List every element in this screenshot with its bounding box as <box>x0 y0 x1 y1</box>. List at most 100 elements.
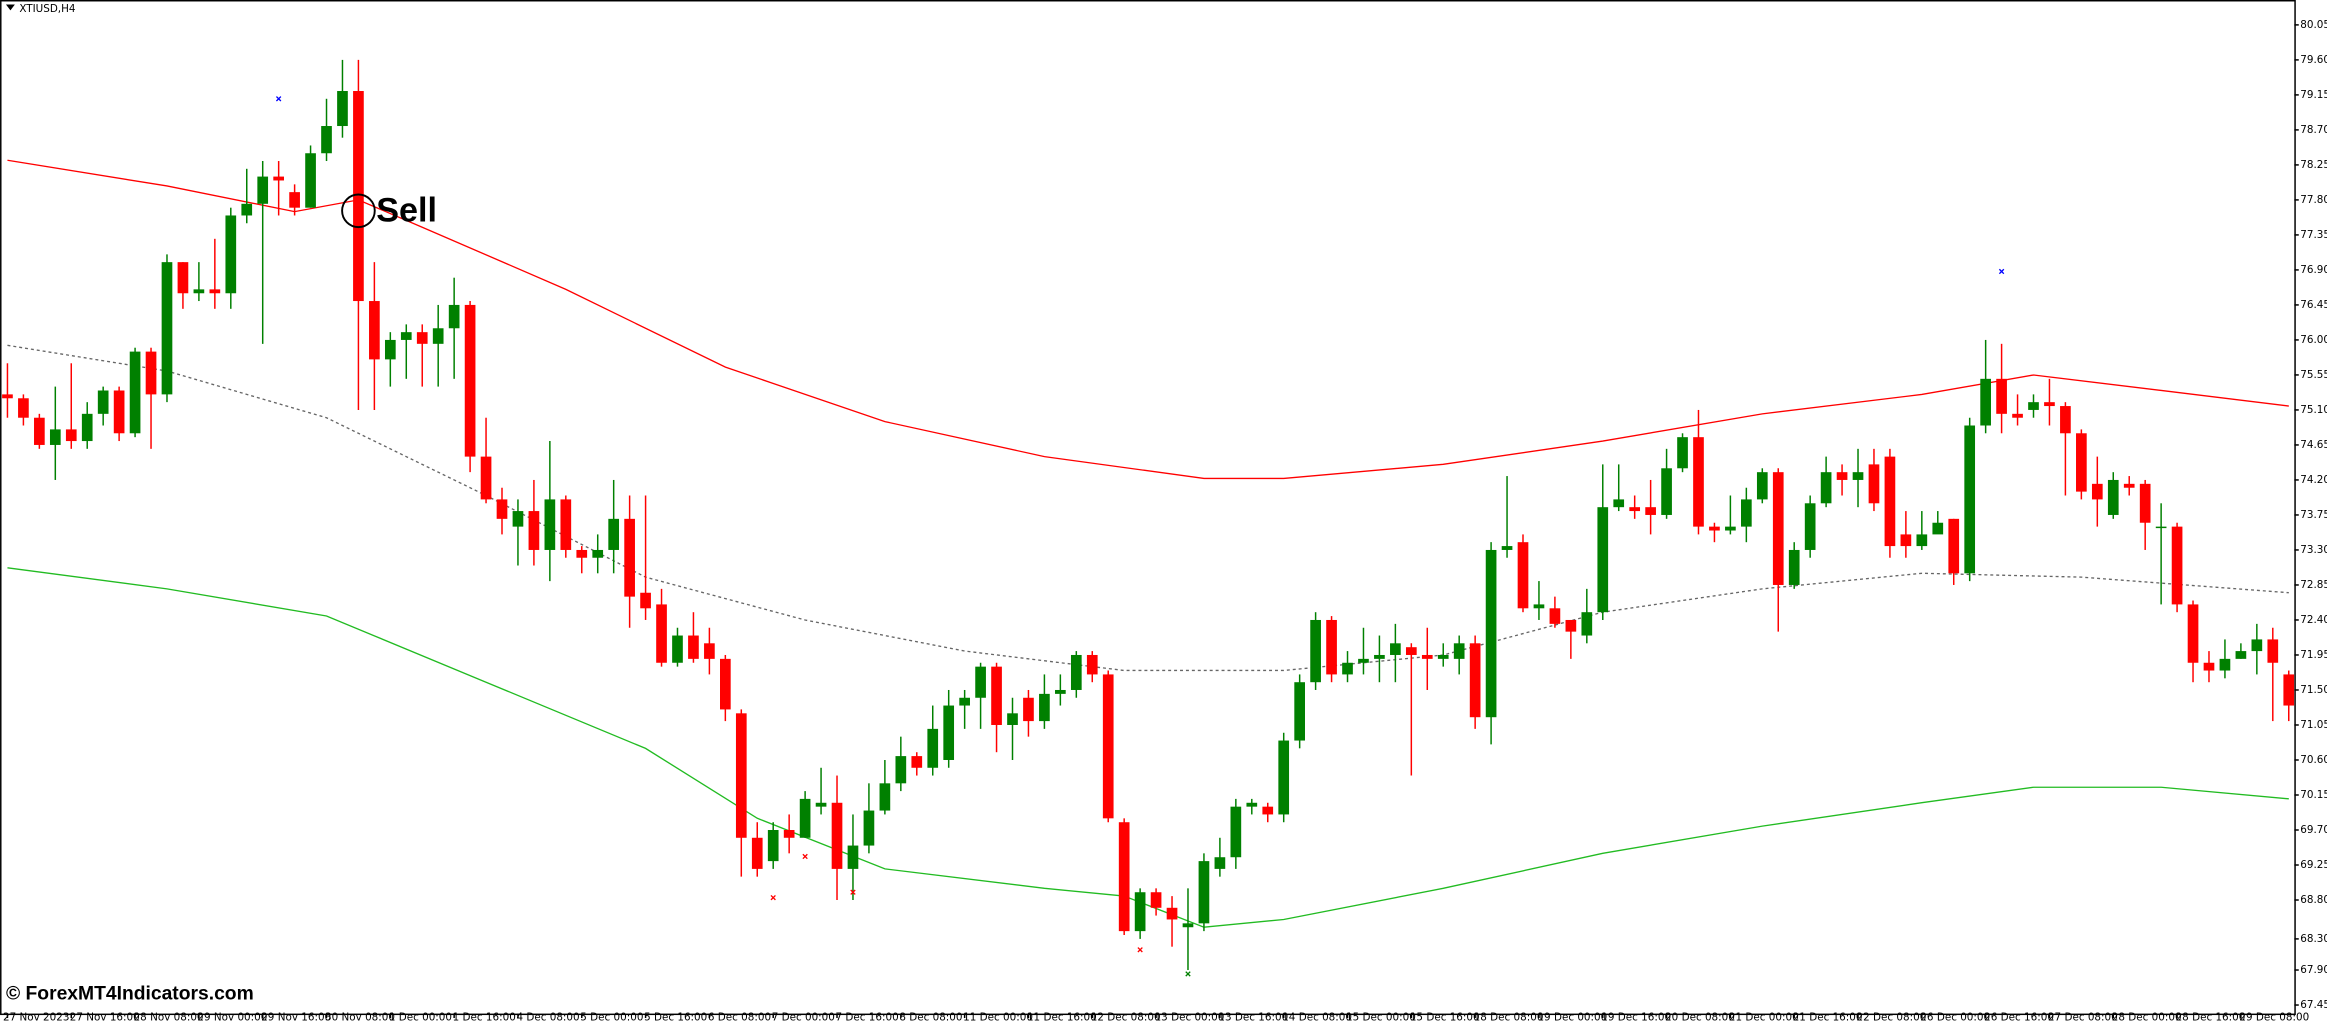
candle-body <box>1645 507 1656 515</box>
candle-body <box>608 518 620 550</box>
candle-body <box>1310 619 1321 683</box>
y-tick-label: 67.45 <box>2300 999 2327 1011</box>
candle-body <box>2251 639 2263 652</box>
candle-body <box>65 429 77 442</box>
candle-body <box>1916 534 1928 547</box>
y-tick-label: 69.25 <box>2300 859 2327 871</box>
candle-body <box>1294 682 1306 741</box>
y-tick-label: 74.20 <box>2300 474 2327 486</box>
candle-body <box>544 499 556 550</box>
x-tick-label: 26 Dec 16:00 <box>1984 1011 2054 1021</box>
candle-body <box>1469 643 1481 718</box>
x-tick-label: 28 Dec 16:00 <box>2176 1011 2246 1021</box>
y-tick-label: 72.85 <box>2300 579 2327 591</box>
candle-body <box>1581 612 1593 636</box>
candle-body <box>400 332 412 340</box>
candle-body <box>1980 378 1991 426</box>
candle-body <box>783 829 795 838</box>
candle-body <box>1725 526 1736 531</box>
candle-body <box>2219 658 2231 671</box>
y-tick-label: 76.00 <box>2300 334 2327 346</box>
signal-marker <box>802 853 808 860</box>
candle-body <box>735 713 747 838</box>
candle-body <box>1358 658 1369 663</box>
candle-body <box>1517 542 1529 609</box>
x-tick-label: 11 Dec 00:00 <box>963 1011 1033 1021</box>
y-tick-label: 68.80 <box>2300 894 2327 906</box>
candle-body <box>1214 857 1226 869</box>
candle-body <box>991 666 1002 725</box>
candle-body <box>1134 892 1146 932</box>
candle-body <box>369 301 380 360</box>
y-tick-label: 70.15 <box>2300 789 2327 801</box>
candle-body <box>576 549 588 558</box>
candle-body <box>305 153 316 208</box>
candle-body <box>1964 425 1976 574</box>
x-tick-label: 11 Dec 16:00 <box>1027 1011 1097 1021</box>
candle-body <box>656 604 667 663</box>
y-tick-label: 76.90 <box>2300 264 2327 276</box>
y-tick-label: 77.35 <box>2300 229 2327 241</box>
candle-body <box>432 328 444 344</box>
candle-body <box>2235 651 2247 659</box>
candle-body <box>1804 503 1816 550</box>
candle-body <box>943 705 955 760</box>
candle-body <box>1453 643 1465 659</box>
y-tick-label: 74.65 <box>2300 439 2327 451</box>
candle-body <box>353 91 364 302</box>
candle-body <box>2060 406 2071 434</box>
x-tick-label: 27 Nov 16:00 <box>70 1011 140 1021</box>
candle-body <box>1421 654 1433 659</box>
candle-body <box>799 798 811 838</box>
x-tick-label: 26 Dec 00:00 <box>1920 1011 1990 1021</box>
candle-body <box>1118 822 1130 932</box>
candle-body <box>1485 549 1497 718</box>
candle-body <box>2028 402 2039 410</box>
x-tick-label: 14 Dec 08:00 <box>1282 1011 1352 1021</box>
candle-body <box>1374 654 1385 659</box>
candle-body <box>1932 522 1944 535</box>
y-tick-label: 76.45 <box>2300 299 2327 311</box>
y-tick-label: 71.50 <box>2300 684 2327 696</box>
candle-body <box>1390 643 1401 655</box>
signal-marker <box>770 894 776 901</box>
candle-body <box>1772 472 1784 585</box>
candle-body <box>624 518 635 597</box>
candle-body <box>1437 654 1449 659</box>
candle-body <box>751 837 763 869</box>
candle-body <box>2076 433 2087 492</box>
candle-body <box>688 635 699 659</box>
candle-body <box>1677 437 1688 469</box>
candle-body <box>1693 437 1704 527</box>
candle-body <box>1262 806 1274 815</box>
candle-body <box>2091 483 2103 500</box>
y-tick-label: 71.05 <box>2300 719 2327 731</box>
candle-body <box>1788 549 1800 585</box>
candle-body <box>464 304 476 457</box>
candle-body <box>2267 639 2279 663</box>
candle-body <box>831 802 843 869</box>
candle-body <box>672 635 683 663</box>
candle-body <box>18 398 29 418</box>
candle-body <box>145 351 157 395</box>
candle-body <box>193 289 205 294</box>
y-tick-label: 75.55 <box>2300 369 2327 381</box>
candle-body <box>1055 689 1066 694</box>
candle-body <box>177 262 189 294</box>
indicator-line <box>7 344 2289 672</box>
y-tick-label: 69.70 <box>2300 824 2327 836</box>
x-tick-label: 1 Dec 16:00 <box>453 1011 516 1021</box>
candle-body <box>1102 674 1114 819</box>
candle-body <box>1086 654 1098 675</box>
y-tick-label: 70.60 <box>2300 754 2327 766</box>
candle-body <box>1342 662 1353 675</box>
candle-body <box>1501 546 1513 550</box>
candle-body <box>241 203 253 216</box>
candle-body <box>975 666 986 698</box>
candle-body <box>879 783 891 811</box>
title-arrow <box>5 4 15 11</box>
x-tick-label: 6 Dec 08:00 <box>708 1011 771 1021</box>
candle-body <box>113 390 125 434</box>
y-tick-label: 67.90 <box>2300 964 2327 976</box>
x-tick-label: 5 Dec 16:00 <box>644 1011 707 1021</box>
